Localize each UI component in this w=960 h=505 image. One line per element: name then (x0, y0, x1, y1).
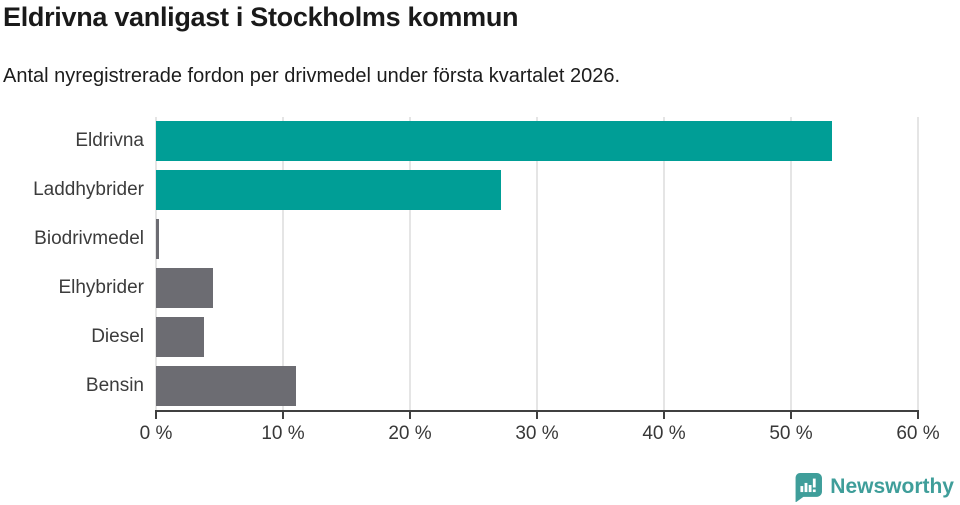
bar (156, 121, 832, 162)
axis-tick (536, 412, 538, 419)
gridline (155, 117, 157, 410)
chart-title: Eldrivna vanligast i Stockholms kommun (3, 2, 519, 32)
gridline (282, 117, 284, 410)
bar (156, 219, 159, 260)
x-axis-line (155, 410, 919, 412)
axis-tick-label: 30 % (515, 423, 559, 444)
axis-tick-label: 10 % (261, 423, 305, 444)
bar-row (156, 166, 918, 215)
newsworthy-logo-link[interactable]: Newsworthy (794, 472, 954, 502)
bar-rows (156, 117, 918, 410)
category-label: Laddhybrider (33, 179, 144, 201)
axis-tick-label: 60 % (896, 423, 940, 444)
axis-tick (790, 412, 792, 419)
category-label: Elhybrider (58, 276, 144, 298)
axis-tick-label: 20 % (388, 423, 432, 444)
bar-row (156, 361, 918, 410)
bar (156, 365, 296, 406)
bar-row (156, 263, 918, 312)
category-label: Biodrivmedel (34, 228, 144, 250)
plot-area (155, 117, 919, 410)
gridline (663, 117, 665, 410)
gridline (409, 117, 411, 410)
bar (156, 170, 502, 211)
bar (156, 267, 214, 308)
axis-tick (663, 412, 665, 419)
axis-tick-label: 0 % (139, 423, 173, 444)
gridline (536, 117, 538, 410)
bar-row (156, 312, 918, 361)
axis-tick (155, 412, 157, 419)
axis-tick-label: 40 % (642, 423, 686, 444)
category-label: Bensin (85, 374, 144, 396)
chart-subtitle: Antal nyregistrerade fordon per drivmede… (3, 65, 621, 87)
gridline (917, 117, 919, 410)
axis-tick (282, 412, 284, 419)
axis-tick (409, 412, 411, 419)
category-labels: Eldrivna Laddhybrider Biodrivmedel Elhybrid… (0, 117, 144, 410)
x-axis: 0 % 10 % 20 % 30 % 40 % 50 % 60 % (140, 410, 940, 455)
category-label: Eldrivna (75, 130, 144, 152)
bar (156, 316, 205, 357)
newsworthy-wordmark: Newsworthy (830, 475, 954, 498)
axis-tick-label: 50 % (769, 423, 813, 444)
bar-row (156, 215, 918, 264)
bar-row (156, 117, 918, 166)
newsworthy-icon (795, 472, 823, 502)
gridline (790, 117, 792, 410)
axis-tick (917, 412, 919, 419)
category-label: Diesel (91, 325, 144, 347)
